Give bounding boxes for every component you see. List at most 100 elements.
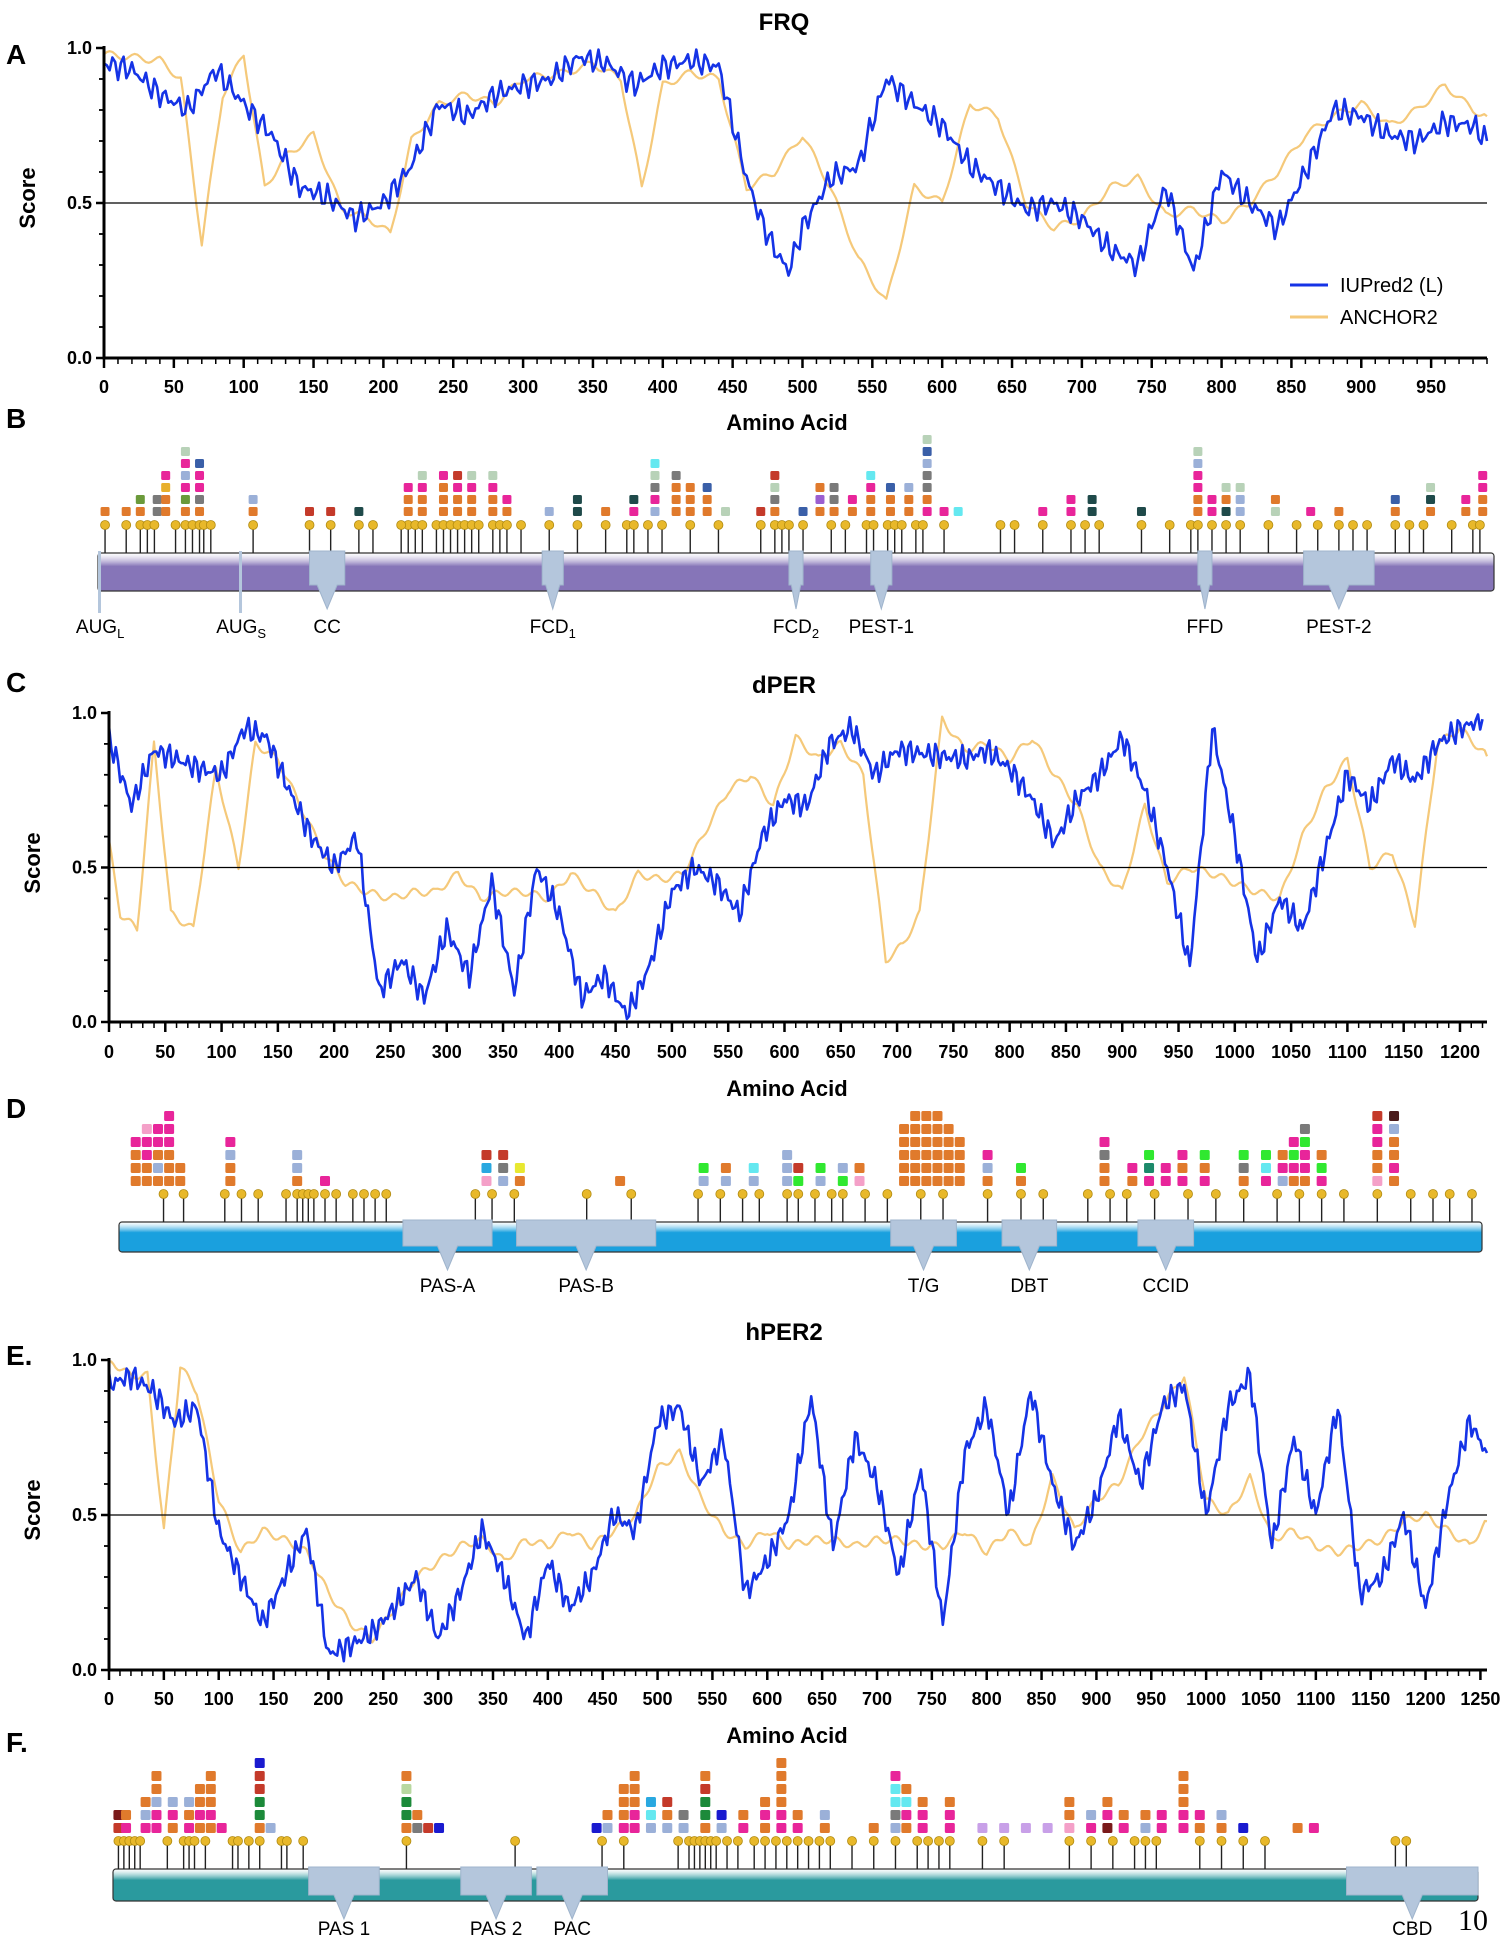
modification-square: [403, 507, 413, 516]
modification-square: [922, 483, 932, 492]
modification-square: [917, 1810, 928, 1820]
site-marker: [1183, 1189, 1193, 1199]
site-marker: [1216, 1836, 1227, 1846]
modification-square: [756, 507, 766, 516]
modification-square: [943, 1176, 954, 1186]
site-marker: [149, 520, 160, 530]
x-tick-label: 550: [713, 1042, 743, 1062]
site-marker: [1333, 520, 1344, 530]
x-tick-label: 500: [787, 377, 817, 397]
modification-square: [1238, 1163, 1249, 1173]
modification-square: [921, 1176, 932, 1186]
domain-label-main: CC: [313, 617, 340, 638]
x-tick-label: 600: [769, 1042, 799, 1062]
site-marker: [1405, 1189, 1416, 1199]
modification-square: [1086, 1810, 1097, 1820]
modification-square: [152, 1176, 163, 1186]
modification-square: [180, 483, 190, 492]
site-marker: [896, 520, 907, 530]
modification-square: [698, 1163, 709, 1173]
modification-square: [1372, 1176, 1383, 1186]
x-tick-label: 800: [995, 1042, 1025, 1062]
site-marker: [1194, 1836, 1205, 1846]
modification-square: [1389, 1150, 1400, 1160]
site-marker: [1404, 520, 1415, 530]
x-tick-label: 750: [1137, 377, 1167, 397]
x-tick-label: 600: [752, 1689, 782, 1709]
modification-square: [1389, 1176, 1400, 1186]
modification-square: [467, 483, 477, 492]
x-tick-label: 350: [478, 1689, 508, 1709]
modification-square: [868, 1823, 879, 1833]
site-marker: [396, 520, 407, 530]
modification-square: [776, 1758, 787, 1768]
x-tick-label: 850: [1276, 377, 1306, 397]
modification-square: [921, 1163, 932, 1173]
modification-square: [1020, 1823, 1031, 1833]
ylabel-e: Score: [20, 1479, 45, 1540]
x-tick-label: 300: [423, 1689, 453, 1709]
modification-square: [716, 1810, 727, 1820]
modification-square: [151, 1771, 162, 1781]
modification-square: [943, 1124, 954, 1134]
x-tick-label: 500: [643, 1689, 673, 1709]
modification-square: [738, 1810, 749, 1820]
modification-square: [544, 507, 554, 516]
site-marker: [1016, 1189, 1026, 1199]
domain-map-hper2: PAS 1 PAS 2 PAC CBD: [112, 1758, 1479, 1940]
modification-square: [954, 1163, 965, 1173]
x-tick-label: 1200: [1440, 1042, 1480, 1062]
modification-square: [140, 1823, 151, 1833]
modification-square: [829, 483, 839, 492]
modification-square: [815, 1163, 826, 1173]
modification-square: [829, 507, 839, 516]
domain-shape: [788, 550, 804, 610]
modification-square: [776, 1771, 787, 1781]
modification-square: [1216, 1810, 1227, 1820]
legend-label-anchor: ANCHOR2: [1340, 307, 1438, 329]
modification-square: [702, 495, 712, 504]
modification-square: [167, 1797, 178, 1807]
site-marker: [254, 1836, 265, 1846]
modification-square: [685, 483, 695, 492]
x-tick-label: 300: [432, 1042, 462, 1062]
modification-square: [1178, 1784, 1189, 1794]
site-marker: [331, 1189, 342, 1199]
modification-square: [481, 1163, 492, 1173]
x-tick-label: 450: [588, 1689, 618, 1709]
modification-square: [417, 495, 427, 504]
modification-square: [1260, 1163, 1271, 1173]
domain-shape: [309, 550, 346, 611]
modification-square: [1389, 1163, 1400, 1173]
site-marker: [572, 520, 583, 530]
modification-square: [1140, 1823, 1151, 1833]
modification-square: [890, 1823, 901, 1833]
x-tick-label: 800: [972, 1689, 1002, 1709]
modification-square: [760, 1797, 771, 1807]
modification-square: [1221, 507, 1231, 516]
site-marker: [470, 1189, 481, 1199]
modification-square: [1160, 1163, 1171, 1173]
modification-square: [152, 1150, 163, 1160]
modification-square: [910, 1137, 921, 1147]
domain-shape: [308, 1866, 380, 1921]
domain-shape: [870, 550, 893, 611]
site-marker: [1238, 1189, 1249, 1199]
domain-label-main: FCD: [773, 617, 812, 638]
modification-square: [135, 507, 145, 516]
modification-square: [904, 507, 914, 516]
modification-square: [720, 1176, 731, 1186]
domain-label: PAS 1: [318, 1919, 370, 1940]
site-marker: [825, 1836, 836, 1846]
site-marker: [502, 520, 512, 530]
site-marker: [359, 1189, 369, 1199]
modification-square: [922, 507, 932, 516]
site-marker: [749, 1836, 760, 1846]
site-marker: [1086, 1836, 1097, 1846]
modification-square: [700, 1797, 711, 1807]
modification-square: [401, 1797, 412, 1807]
x-tick-label: 100: [204, 1689, 234, 1709]
modification-square: [130, 1176, 141, 1186]
modification-square: [152, 1124, 163, 1134]
modification-square: [943, 1137, 954, 1147]
